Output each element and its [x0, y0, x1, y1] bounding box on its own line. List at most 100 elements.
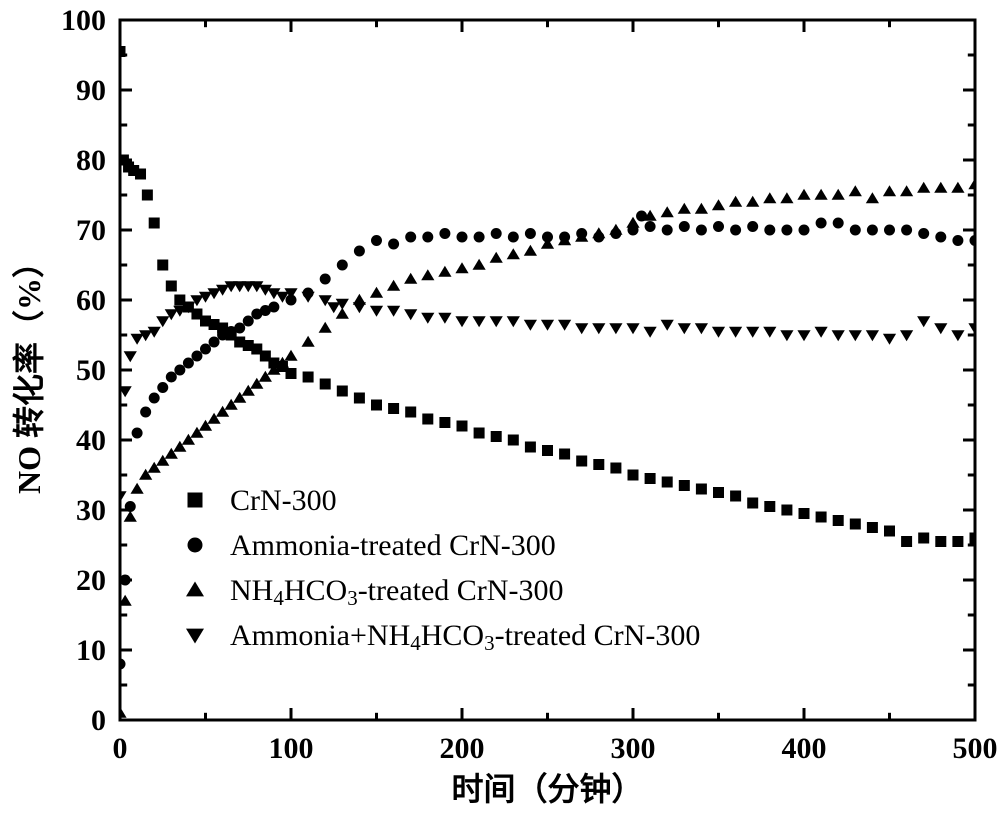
marker-circle: [713, 221, 724, 232]
marker-square: [747, 498, 758, 509]
marker-square: [337, 386, 348, 397]
marker-square: [610, 463, 621, 474]
marker-square: [542, 445, 553, 456]
marker-square: [696, 484, 707, 495]
marker-square: [142, 190, 153, 201]
marker-circle: [457, 232, 468, 243]
marker-circle: [918, 228, 929, 239]
marker-square: [952, 536, 963, 547]
marker-square: [303, 372, 314, 383]
marker-square: [354, 393, 365, 404]
marker-square: [799, 508, 810, 519]
marker-circle: [209, 337, 220, 348]
marker-circle: [157, 382, 168, 393]
marker-square: [679, 480, 690, 491]
marker-circle: [747, 221, 758, 232]
legend-marker: [188, 538, 203, 553]
marker-square: [491, 431, 502, 442]
marker-circle: [508, 232, 519, 243]
marker-square: [188, 493, 203, 508]
legend-marker: [188, 493, 203, 508]
marker-square: [730, 491, 741, 502]
marker-circle: [679, 221, 690, 232]
marker-circle: [662, 225, 673, 236]
marker-square: [850, 519, 861, 530]
marker-circle: [645, 221, 656, 232]
marker-square: [935, 536, 946, 547]
y-tick-label: 50: [76, 354, 106, 387]
marker-circle: [850, 225, 861, 236]
marker-square: [371, 400, 382, 411]
marker-circle: [952, 235, 963, 246]
marker-circle: [183, 358, 194, 369]
x-tick-label: 300: [611, 732, 656, 765]
marker-square: [422, 414, 433, 425]
marker-square: [884, 526, 895, 537]
marker-circle: [730, 225, 741, 236]
marker-circle: [140, 407, 151, 418]
x-tick-label: 200: [440, 732, 485, 765]
marker-square: [816, 512, 827, 523]
no-conversion-scatter-chart: 01002003004005000102030405060708090100时间…: [0, 0, 1000, 819]
marker-square: [474, 428, 485, 439]
marker-square: [388, 403, 399, 414]
marker-circle: [188, 538, 203, 553]
marker-circle: [867, 225, 878, 236]
marker-circle: [166, 372, 177, 383]
x-tick-label: 0: [113, 732, 128, 765]
marker-circle: [120, 575, 131, 586]
marker-square: [593, 459, 604, 470]
chart-container: 01002003004005000102030405060708090100时间…: [0, 0, 1000, 819]
x-tick-label: 100: [269, 732, 314, 765]
marker-circle: [320, 274, 331, 285]
marker-circle: [901, 225, 912, 236]
y-axis-label: NO 转化率（%）: [11, 246, 47, 494]
y-tick-label: 10: [76, 634, 106, 667]
x-tick-label: 400: [782, 732, 827, 765]
marker-square: [901, 536, 912, 547]
marker-circle: [764, 225, 775, 236]
marker-square: [166, 281, 177, 292]
y-tick-label: 40: [76, 424, 106, 457]
marker-square: [781, 505, 792, 516]
marker-circle: [696, 225, 707, 236]
marker-circle: [174, 365, 185, 376]
marker-circle: [816, 218, 827, 229]
x-tick-label: 500: [953, 732, 998, 765]
marker-circle: [833, 218, 844, 229]
marker-circle: [474, 232, 485, 243]
marker-square: [405, 407, 416, 418]
marker-square: [457, 421, 468, 432]
marker-square: [149, 218, 160, 229]
marker-square: [662, 477, 673, 488]
legend-label: Ammonia-treated CrN-300: [230, 529, 556, 562]
marker-square: [764, 501, 775, 512]
legend-label: Ammonia+NH4HCO3-treated CrN-300: [230, 619, 700, 655]
marker-circle: [799, 225, 810, 236]
marker-circle: [781, 225, 792, 236]
marker-square: [645, 473, 656, 484]
marker-circle: [149, 393, 160, 404]
marker-square: [525, 442, 536, 453]
y-tick-label: 80: [76, 144, 106, 177]
x-axis-label: 时间（分钟）: [451, 771, 643, 807]
marker-circle: [439, 228, 450, 239]
marker-square: [918, 533, 929, 544]
marker-square: [867, 522, 878, 533]
marker-circle: [371, 235, 382, 246]
marker-circle: [200, 344, 211, 355]
marker-square: [320, 379, 331, 390]
marker-circle: [191, 351, 202, 362]
marker-circle: [268, 302, 279, 313]
marker-circle: [884, 225, 895, 236]
y-tick-label: 100: [61, 4, 106, 37]
marker-circle: [388, 239, 399, 250]
marker-square: [157, 260, 168, 271]
marker-circle: [405, 232, 416, 243]
marker-circle: [491, 228, 502, 239]
marker-square: [628, 470, 639, 481]
y-tick-label: 20: [76, 564, 106, 597]
marker-square: [508, 435, 519, 446]
marker-circle: [935, 232, 946, 243]
marker-square: [576, 456, 587, 467]
